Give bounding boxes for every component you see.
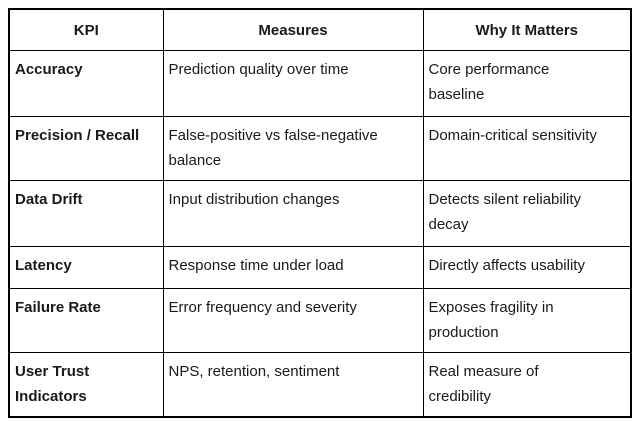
kpi-cell: Precision / Recall [8,116,164,181]
kpi-cell: User Trust Indicators [8,352,164,417]
table-row-precision-recall: Precision / Recall False-positive vs fal… [8,116,632,181]
kpi-cell: Latency [8,246,164,289]
measures-cell: Error frequency and severity [162,288,424,353]
why-it-matters-cell: Detects silent reliability decay [422,180,632,247]
measures-cell: Prediction quality over time [162,50,424,117]
kpi-cell: Failure Rate [8,288,164,353]
header-row: KPI Measures Why It Matters [8,8,632,51]
why-it-matters-cell: Core performance baseline [422,50,632,117]
why-it-matters-cell: Domain-critical sensitivity [422,116,632,181]
table-row-data-drift: Data Drift Input distribution changes De… [8,180,632,247]
kpi-table: KPI Measures Why It Matters Accuracy Pre… [8,8,632,418]
measures-cell: Response time under load [162,246,424,289]
col-header-kpi: KPI [8,8,164,51]
measures-cell: False-positive vs false-negative balance [162,116,424,181]
measures-cell: NPS, retention, sentiment [162,352,424,417]
kpi-cell: Data Drift [8,180,164,247]
col-header-measures: Measures [162,8,424,51]
table-row-user-trust-indicators: User Trust Indicators NPS, retention, se… [8,352,632,417]
kpi-cell: Accuracy [8,50,164,117]
why-it-matters-cell: Directly affects usability [422,246,632,289]
table-row-latency: Latency Response time under load Directl… [8,246,632,289]
table-row-accuracy: Accuracy Prediction quality over time Co… [8,50,632,117]
why-it-matters-cell: Real measure of credibility [422,352,632,417]
col-header-why-it-matters: Why It Matters [422,8,632,51]
table-row-failure-rate: Failure Rate Error frequency and severit… [8,288,632,353]
why-it-matters-cell: Exposes fragility in production [422,288,632,353]
measures-cell: Input distribution changes [162,180,424,247]
